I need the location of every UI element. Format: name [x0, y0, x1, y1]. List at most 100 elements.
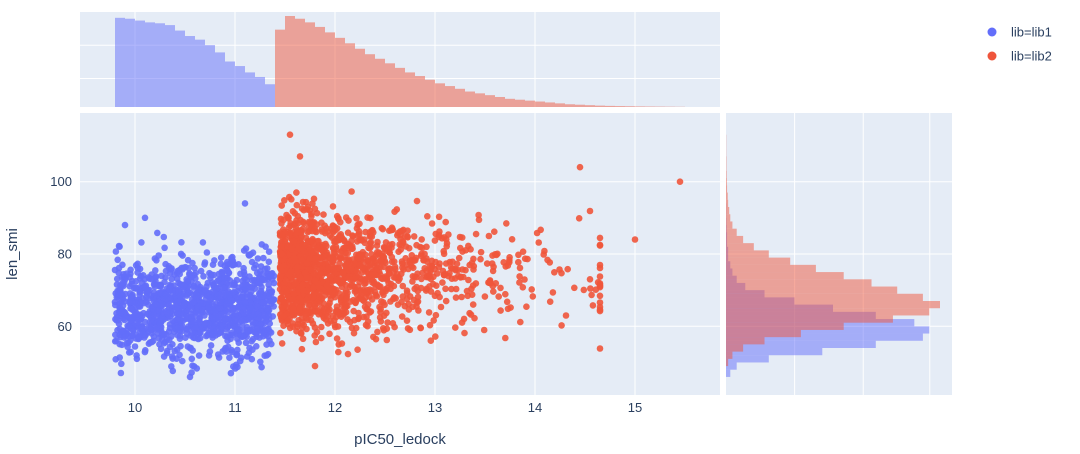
legend-label-lib2: lib=lib2 [1011, 49, 1052, 64]
point-lib2 [519, 284, 527, 291]
point-lib2 [428, 257, 436, 265]
point-lib1 [232, 316, 239, 324]
point-lib2 [318, 219, 325, 226]
point-lib2 [491, 251, 499, 258]
legend-item-lib2[interactable]: lib=lib2 [987, 49, 1052, 64]
point-lib2 [317, 270, 324, 278]
point-lib2 [294, 263, 302, 271]
point-lib2 [326, 330, 333, 338]
point-lib1 [135, 335, 142, 343]
point-lib2 [517, 318, 524, 326]
point-lib1 [265, 281, 272, 289]
point-lib1 [129, 331, 136, 339]
point-lib2 [389, 320, 397, 327]
point-lib1 [222, 344, 229, 352]
point-lib2 [515, 251, 522, 259]
point-lib2 [521, 276, 528, 283]
right-hist-bar-2 [726, 221, 733, 229]
point-lib2 [305, 301, 313, 309]
point-lib1 [132, 285, 139, 292]
point-lib2 [372, 335, 380, 343]
point-lib1 [179, 323, 186, 330]
point-lib2 [596, 234, 604, 242]
point-lib2 [343, 295, 350, 303]
top-hist-bar-2 [375, 58, 385, 107]
point-lib1 [220, 284, 227, 291]
point-lib2 [384, 319, 391, 326]
top-hist-bar-2 [565, 104, 575, 107]
point-lib1 [203, 249, 211, 256]
point-lib2 [385, 270, 393, 278]
point-lib2 [596, 264, 604, 272]
point-lib2 [344, 350, 352, 358]
point-lib1 [117, 289, 124, 297]
point-lib2 [332, 249, 339, 257]
top-hist-bar-2 [615, 106, 625, 107]
point-lib1 [178, 239, 185, 246]
point-lib1 [235, 339, 242, 347]
right-hist-bar-2 [726, 214, 731, 222]
point-lib2 [331, 237, 338, 245]
point-lib1 [146, 275, 153, 282]
point-lib1 [161, 244, 168, 252]
point-lib1 [163, 347, 171, 355]
point-lib2 [500, 259, 508, 266]
right-hist-bar-2 [726, 301, 940, 309]
point-lib2 [364, 263, 372, 270]
point-lib2 [279, 256, 287, 264]
right-hist-bar-1 [726, 369, 731, 377]
point-lib2 [575, 215, 583, 222]
point-lib2 [596, 307, 604, 315]
point-lib2 [516, 279, 523, 286]
top-hist-bar-2 [605, 105, 615, 107]
point-lib2 [337, 296, 345, 303]
legend[interactable]: lib=lib1 lib=lib2 [987, 25, 1052, 64]
point-lib1 [133, 319, 140, 326]
point-lib2 [368, 296, 376, 303]
right-hist-bar-2 [726, 358, 729, 367]
top-hist-bar-1 [245, 72, 255, 107]
point-lib1 [241, 200, 249, 207]
point-lib2 [502, 290, 509, 298]
point-lib2 [286, 131, 294, 138]
point-lib2 [282, 277, 290, 285]
point-lib2 [277, 329, 284, 337]
point-lib1 [111, 338, 119, 345]
point-lib2 [298, 298, 306, 305]
x-tick-label: 11 [228, 400, 242, 415]
point-lib1 [241, 280, 248, 288]
point-lib2 [333, 303, 341, 310]
point-lib1 [256, 268, 264, 275]
point-lib2 [360, 313, 367, 321]
point-lib2 [305, 227, 313, 235]
point-lib2 [502, 334, 509, 342]
point-lib2 [326, 274, 334, 281]
top-hist-bar-1 [115, 17, 125, 107]
point-lib2 [481, 293, 489, 300]
point-lib2 [362, 228, 369, 236]
point-lib2 [313, 247, 320, 255]
point-lib2 [302, 310, 310, 318]
point-lib2 [399, 293, 407, 300]
point-lib2 [587, 285, 594, 292]
point-lib1 [137, 299, 145, 306]
point-lib2 [347, 276, 354, 283]
point-lib2 [497, 284, 504, 292]
point-lib2 [335, 264, 343, 272]
point-lib1 [185, 264, 192, 272]
right-hist-bar-1 [726, 355, 769, 363]
point-lib2 [336, 232, 343, 239]
point-lib2 [350, 307, 358, 315]
top-hist-bar-2 [355, 48, 365, 107]
legend-item-lib1[interactable]: lib=lib1 [987, 25, 1052, 40]
point-lib2 [452, 324, 459, 331]
point-lib1 [228, 254, 235, 262]
point-lib2 [388, 224, 396, 231]
point-lib1 [247, 291, 254, 299]
x-tick-label: 15 [628, 400, 642, 415]
point-lib1 [175, 289, 182, 297]
point-lib2 [349, 282, 357, 289]
point-lib1 [119, 327, 127, 335]
right-hist-bar-2 [726, 192, 728, 200]
point-lib1 [218, 324, 225, 331]
